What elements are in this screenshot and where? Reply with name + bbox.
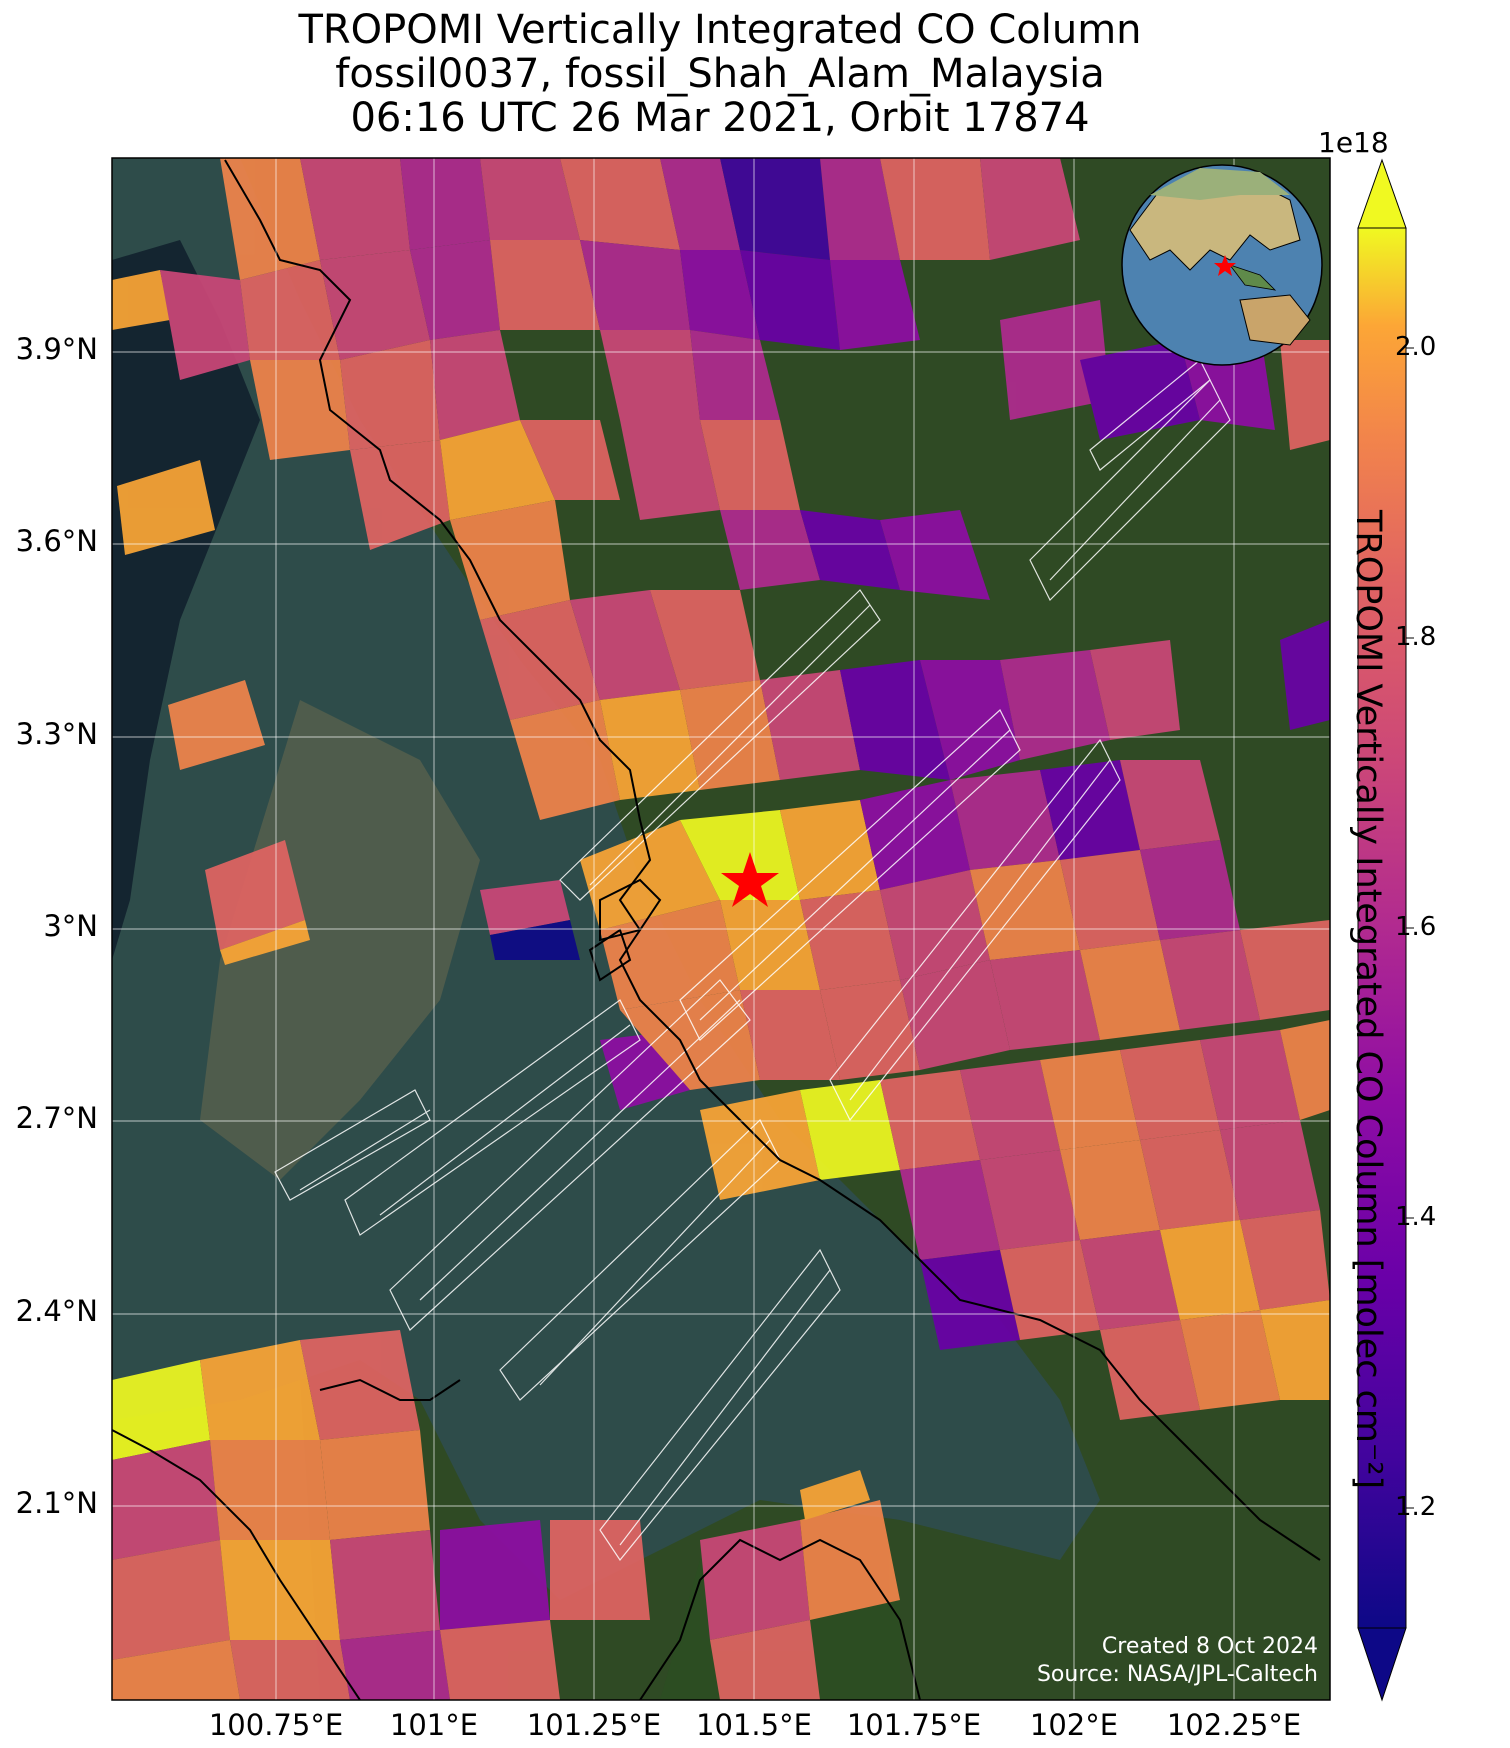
lon-tick-label: 101.75°E	[846, 1708, 982, 1742]
map-title-line-2: fossil0037, fossil_Shah_Alam_Malaysia	[335, 51, 1105, 97]
swath-overlay-grids	[274, 359, 1231, 1562]
lat-tick-label: 3°N	[43, 909, 98, 943]
colorbar-tick-label: 2.0	[1395, 332, 1437, 362]
map-title-line-3: 06:16 UTC 26 Mar 2021, Orbit 17874	[350, 95, 1090, 141]
lat-tick-label: 2.4°N	[15, 1294, 98, 1328]
colorbar-tick-label: 1.8	[1395, 622, 1437, 652]
lon-tick-label: 101.5°E	[696, 1708, 812, 1742]
lat-tick-label: 3.9°N	[15, 332, 98, 366]
created-date-credit: Created 8 Oct 2024	[1101, 1634, 1318, 1659]
lat-tick-label: 3.6°N	[15, 524, 98, 558]
map-frame	[111, 157, 1331, 1701]
colorbar-tick-label: 1.2	[1395, 1492, 1437, 1522]
lon-tick-label: 102.25°E	[1166, 1708, 1302, 1742]
sediment-plume	[200, 700, 480, 1180]
colorbar-axis-label: TROPOMI Vertically Integrated CO Column …	[1348, 510, 1388, 1490]
lon-tick-label: 101.25°E	[526, 1708, 662, 1742]
colorbar-exponent: 1e18	[1318, 126, 1389, 159]
deep-water-area	[112, 240, 260, 960]
lon-tick-label: 100.75°E	[208, 1708, 344, 1742]
lat-tick-label: 2.1°N	[15, 1486, 98, 1520]
lat-tick-label: 2.7°N	[15, 1101, 98, 1135]
colorbar-tick-label: 1.4	[1395, 1202, 1437, 1232]
lon-tick-label: 102°E	[1029, 1708, 1119, 1742]
site-star-marker	[721, 852, 779, 907]
colorbar	[1357, 158, 1414, 1702]
source-credit: Source: NASA/JPL-Caltech	[1036, 1662, 1318, 1687]
co-pixels	[112, 158, 1330, 1700]
graticule	[112, 158, 1330, 1700]
coastlines	[112, 159, 1321, 1700]
lon-tick-label: 101°E	[389, 1708, 479, 1742]
map-title-line-1: TROPOMI Vertically Integrated CO Column	[298, 7, 1142, 53]
colorbar-tick-label: 1.6	[1395, 912, 1437, 942]
inset-globe	[1121, 164, 1323, 366]
inset-star-marker	[1214, 255, 1236, 276]
lat-tick-label: 3.3°N	[15, 717, 98, 751]
